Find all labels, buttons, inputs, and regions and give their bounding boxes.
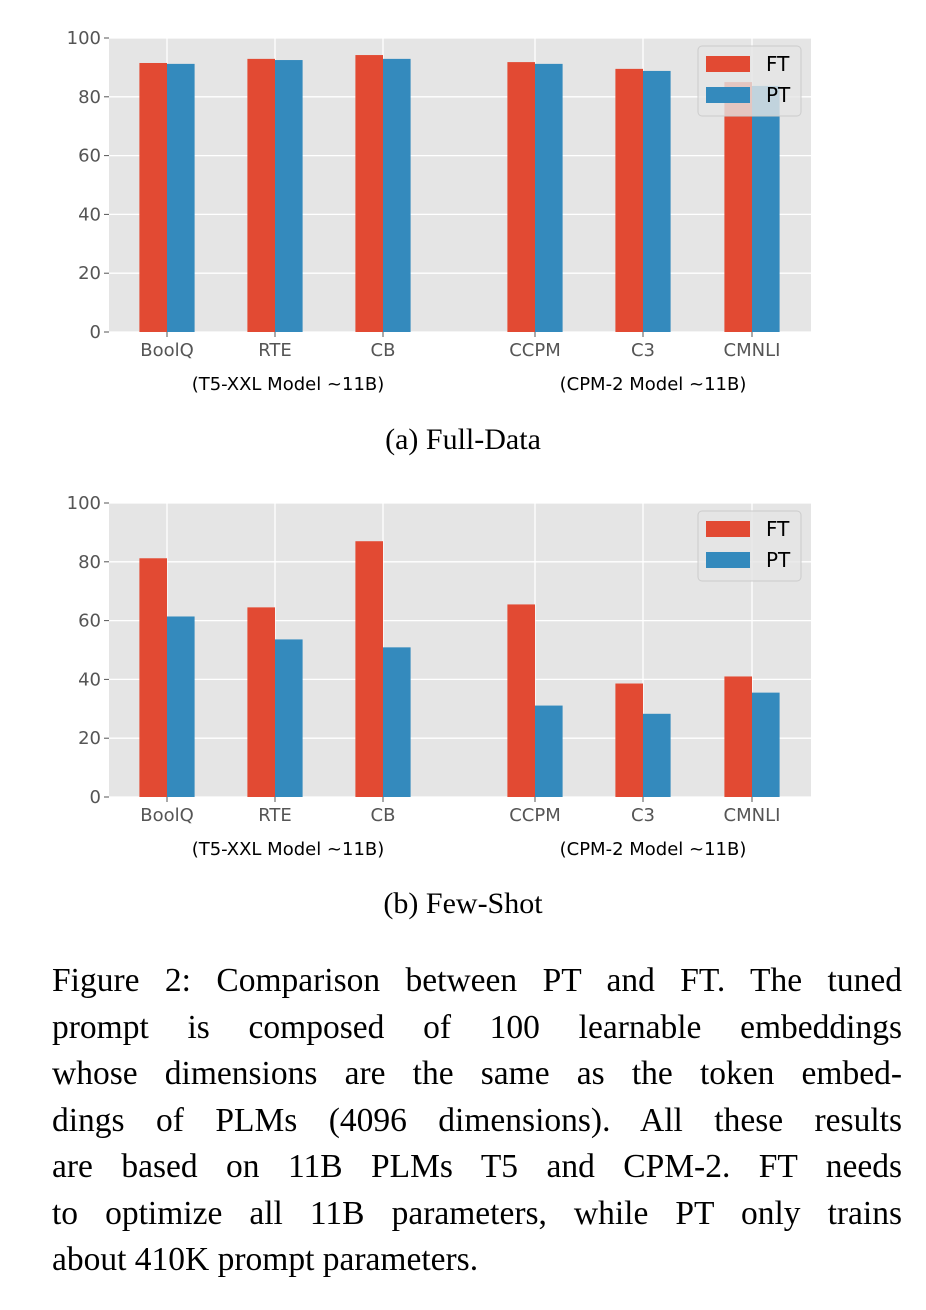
x-tick-label: CCPM xyxy=(509,805,561,826)
legend-label-ft: FT xyxy=(766,517,790,541)
x-tick-label: CMNLI xyxy=(724,340,781,361)
x-tick-label: CB xyxy=(371,340,396,361)
bar-ft-cmnli xyxy=(724,82,752,332)
bar-ft-c3 xyxy=(615,68,643,333)
caption-line: to optimize all 11B parameters, while PT… xyxy=(52,1194,902,1232)
y-tick-label: 0 xyxy=(90,787,101,808)
group-label: (CPM-2 Model ~11B) xyxy=(560,839,747,860)
bar-ft-boolq xyxy=(139,62,167,333)
x-tick-label: C3 xyxy=(631,340,655,361)
bar-pt-cmnli xyxy=(752,692,780,797)
y-tick-label: 100 xyxy=(67,493,101,514)
y-tick-label: 40 xyxy=(78,669,101,690)
legend-label-pt: PT xyxy=(766,83,791,107)
y-tick-label: 60 xyxy=(78,146,101,167)
bar-pt-cmnli xyxy=(752,85,780,332)
bar-pt-c3 xyxy=(643,713,671,797)
legend: FT PT xyxy=(697,45,802,117)
y-tick-label: 100 xyxy=(67,28,101,49)
bar-ft-cb xyxy=(355,55,383,332)
bar-pt-boolq xyxy=(167,63,195,332)
bar-ft-cmnli xyxy=(724,676,752,797)
bar-pt-ccpm xyxy=(535,63,563,332)
x-tick-label: CB xyxy=(371,805,396,826)
plot-area xyxy=(109,38,811,332)
bar-ft-c3 xyxy=(615,683,643,797)
legend-swatch-ft xyxy=(706,521,750,537)
bar-pt-cb xyxy=(383,58,411,333)
y-tick-label: 60 xyxy=(78,611,101,632)
legend-swatch-pt xyxy=(706,552,750,568)
bar-pt-boolq xyxy=(167,616,195,797)
x-tick-label: C3 xyxy=(631,805,655,826)
chart-svg: 0 20 40 60 80 100 BoolQ RTE CB CCPM C3 CMNLI (T5-XXL… xyxy=(67,493,811,860)
y-tick-label: 20 xyxy=(78,728,101,749)
caption-line: about 410K prompt parameters. xyxy=(52,1241,479,1278)
y-tick-label: 20 xyxy=(78,263,101,284)
x-tick-label: RTE xyxy=(258,805,292,826)
bar-ft-cb xyxy=(355,541,383,797)
bar-ft-rte xyxy=(247,607,275,797)
plot-area xyxy=(109,503,811,797)
legend-swatch-ft xyxy=(706,56,750,72)
caption-line: prompt is composed of 100 learnable embe… xyxy=(52,1008,902,1046)
legend-label-ft: FT xyxy=(766,52,790,76)
chart-full-data: 0 20 40 60 80 100 BoolQ RTE CB CCPM C3 CMNLI (T5-XXL… xyxy=(0,0,926,400)
bar-pt-cb xyxy=(383,647,411,797)
y-tick-label: 0 xyxy=(90,322,101,343)
caption-line: are based on 11B PLMs T5 and CPM-2. FT n… xyxy=(52,1148,902,1185)
subcaption-full-data: (a) Full-Data xyxy=(385,423,541,456)
y-tick-label: 40 xyxy=(78,204,101,225)
subcaption-few-shot: (b) Few-Shot xyxy=(383,887,543,920)
chart-few-shot: 0 20 40 60 80 100 BoolQ RTE CB CCPM C3 CMNLI (T5-XXL… xyxy=(0,465,926,865)
figure-caption: Figure 2: Comparison between PT and FT. … xyxy=(52,958,902,1284)
x-tick-label: CCPM xyxy=(509,340,561,361)
bar-pt-c3 xyxy=(643,70,671,332)
y-tick-label: 80 xyxy=(78,87,101,108)
bar-pt-rte xyxy=(275,639,303,797)
x-tick-label: CMNLI xyxy=(724,805,781,826)
caption-line: dings of PLMs (4096 dimensions). All the… xyxy=(52,1101,902,1139)
x-tick-label: RTE xyxy=(258,340,292,361)
bar-ft-rte xyxy=(247,58,275,333)
bar-pt-ccpm xyxy=(535,705,563,797)
group-label: (T5-XXL Model ~11B) xyxy=(192,374,385,395)
legend: FT PT xyxy=(697,510,802,582)
bar-ft-boolq xyxy=(139,558,167,797)
x-tick-label: BoolQ xyxy=(140,340,194,361)
caption-line: whose dimensions are the same as the tok… xyxy=(52,1055,902,1092)
caption-line: Figure 2: Comparison between PT and FT. … xyxy=(52,962,902,999)
group-label: (CPM-2 Model ~11B) xyxy=(560,374,747,395)
bar-pt-rte xyxy=(275,60,303,333)
bar-ft-ccpm xyxy=(507,604,535,797)
group-label: (T5-XXL Model ~11B) xyxy=(192,839,385,860)
chart-svg: 0 20 40 60 80 100 BoolQ RTE CB CCPM C3 CMNLI (T5-XXL… xyxy=(67,28,811,395)
legend-label-pt: PT xyxy=(766,548,791,572)
legend-swatch-pt xyxy=(706,87,750,103)
y-tick-label: 80 xyxy=(78,552,101,573)
x-tick-label: BoolQ xyxy=(140,805,194,826)
bar-ft-ccpm xyxy=(507,62,535,332)
